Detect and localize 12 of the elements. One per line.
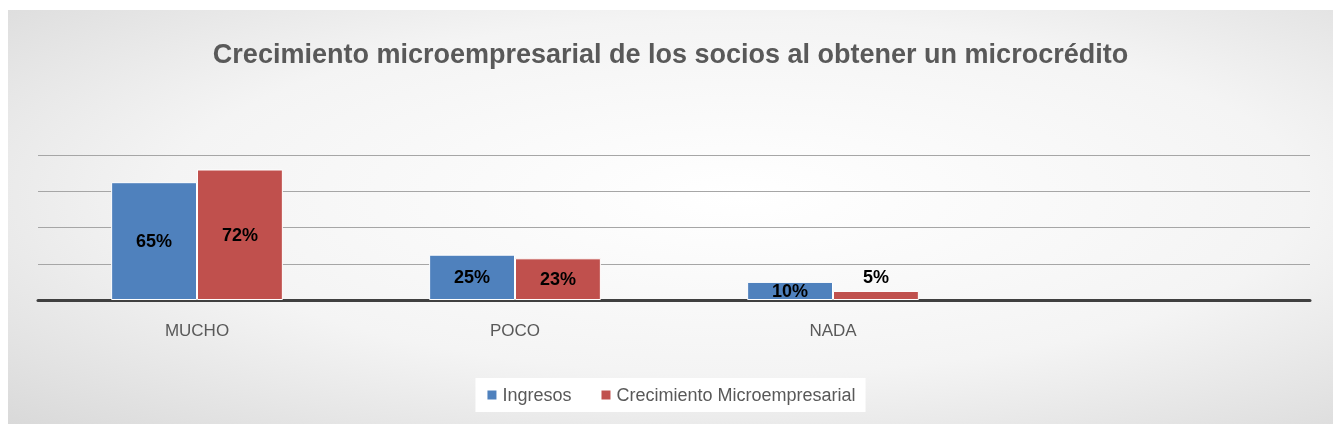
- data-label: 72%: [221, 224, 258, 245]
- data-label: 25%: [454, 267, 491, 288]
- legend-label: Crecimiento Microempresarial: [616, 385, 856, 405]
- data-label: 65%: [136, 231, 173, 252]
- x-tick-label: MUCHO: [164, 321, 230, 340]
- data-label: 10%: [772, 280, 809, 301]
- data-label: 5%: [862, 266, 889, 287]
- chart-title: Crecimiento microempresarial de los socios al obtener un microcrédito: [212, 39, 1129, 69]
- legend-label: Ingresos: [502, 385, 572, 405]
- data-label: 23%: [539, 269, 576, 290]
- x-tick-label: POCO: [489, 321, 541, 340]
- x-tick-label: NADA: [809, 321, 858, 340]
